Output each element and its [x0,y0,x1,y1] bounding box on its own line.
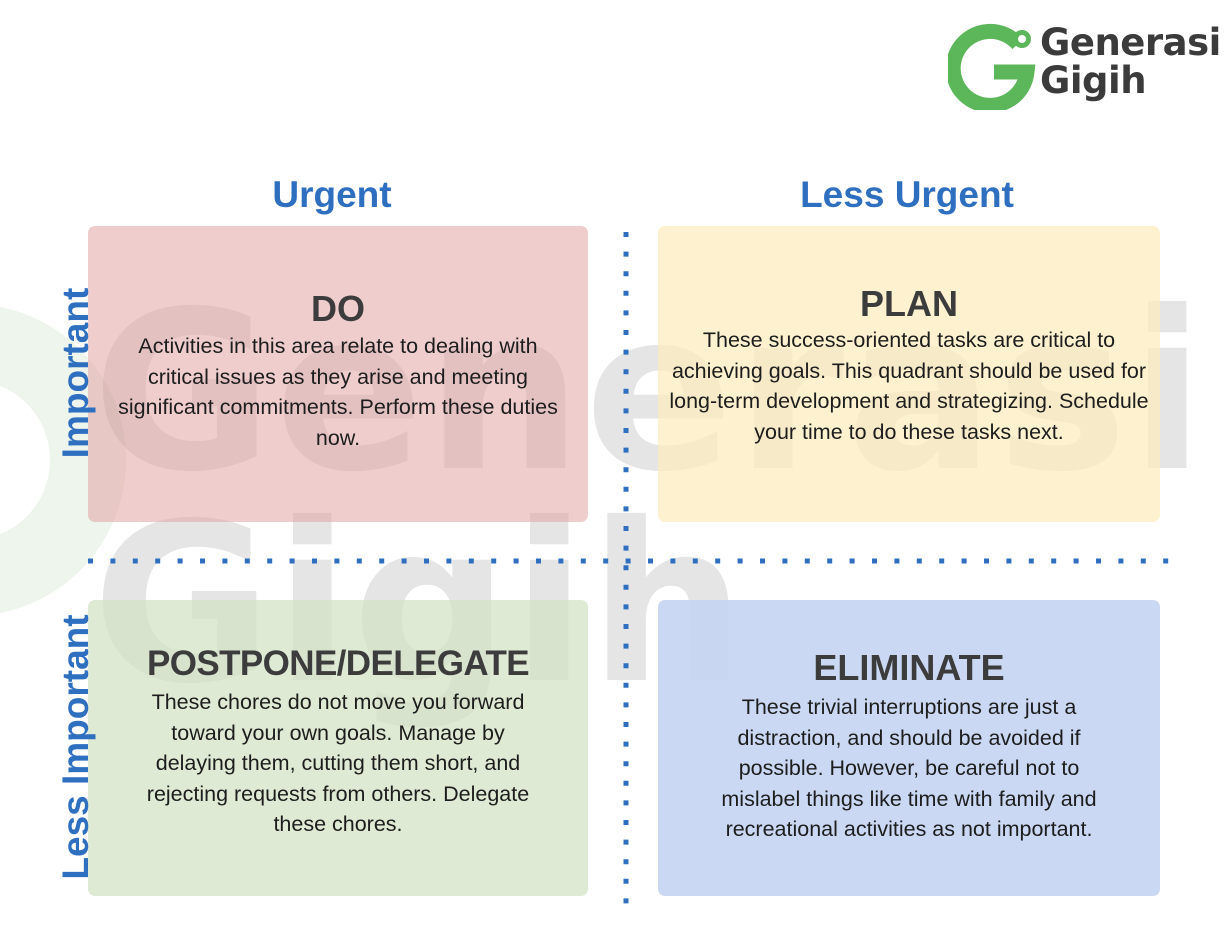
quadrant-postpone-delegate: POSTPONE/DELEGATE These chores do not mo… [88,600,588,896]
brand-logo: Generasi Gigih [948,22,1230,110]
brand-name: Generasi Gigih [1040,24,1221,100]
brand-name-line1: Generasi [1040,21,1221,64]
vertical-divider [623,232,629,904]
quadrant-postpone-delegate-title: POSTPONE/DELEGATE [147,644,530,683]
quadrant-plan-body: These success-oriented tasks are critica… [669,328,1149,444]
quadrant-do-title: DO [311,288,365,329]
quadrant-plan: PLAN These success-oriented tasks are cr… [658,226,1160,522]
quadrant-eliminate-body: These trivial interruptions are just a d… [721,695,1097,841]
column-header-urgent: Urgent [272,174,392,215]
g-circle-logo-icon [948,23,1036,110]
quadrant-plan-title: PLAN [860,283,958,324]
row-header-less-important: Less Important [55,614,96,880]
quadrant-postpone-delegate-body: These chores do not move you forward tow… [146,690,530,836]
brand-name-line2: Gigih [1040,59,1147,102]
quadrant-eliminate-title: ELIMINATE [813,647,1005,688]
quadrant-do: DO Activities in this area relate to dea… [88,226,588,522]
column-header-less-urgent: Less Urgent [800,174,1014,215]
quadrant-eliminate: ELIMINATE These trivial interruptions ar… [658,600,1160,896]
horizontal-divider [88,558,1170,564]
row-header-important: Important [55,287,96,459]
quadrant-do-body: Activities in this area relate to dealin… [118,334,558,450]
